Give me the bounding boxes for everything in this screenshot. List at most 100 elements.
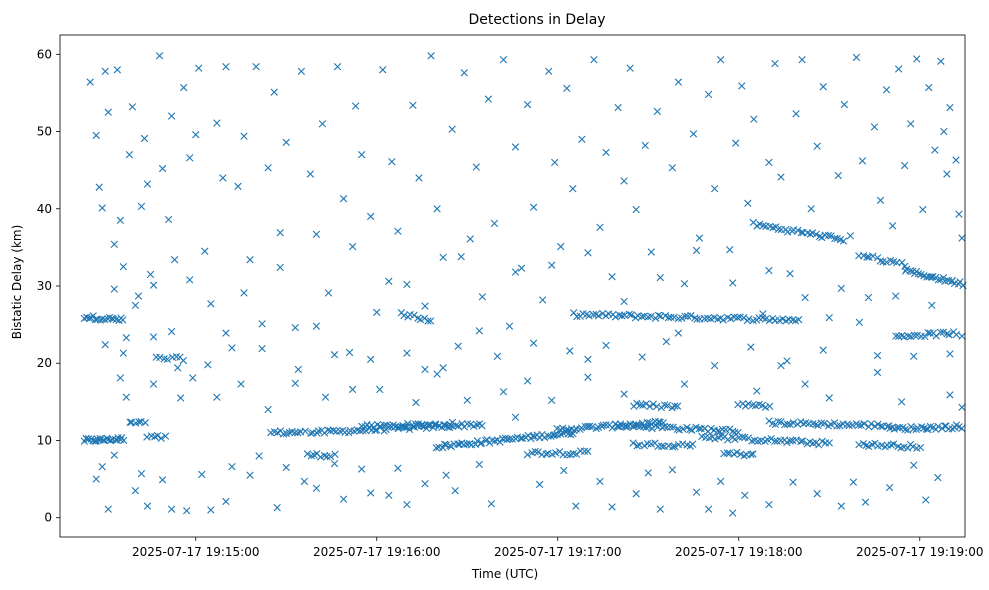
data-point-616	[922, 425, 931, 433]
data-point-584	[862, 441, 870, 450]
data-point-726	[324, 289, 333, 297]
data-point-933	[475, 327, 484, 335]
data-point-753	[505, 322, 514, 330]
data-point-346	[733, 313, 742, 322]
data-point-342	[719, 316, 727, 324]
data-point-319	[644, 313, 652, 321]
data-point-734	[379, 66, 387, 74]
data-point-949	[765, 266, 773, 275]
data-point-446	[723, 436, 732, 444]
data-point-762	[563, 84, 571, 92]
data-point-572	[869, 252, 877, 260]
data-point-808	[870, 123, 879, 131]
data-point-824	[955, 210, 963, 218]
x-tick-label-2: 2025-07-17 19:17:00	[494, 545, 621, 559]
data-point-737	[403, 280, 411, 289]
data-point-929	[403, 349, 411, 357]
data-point-727	[333, 62, 342, 71]
data-point-756	[523, 100, 532, 109]
data-point-744	[448, 125, 456, 133]
data-point-787	[732, 139, 740, 147]
data-point-781	[689, 130, 698, 138]
data-point-717	[264, 164, 272, 172]
data-point-713	[240, 132, 248, 140]
data-point-336	[700, 314, 709, 323]
data-point-157	[401, 423, 409, 432]
data-point-893	[741, 491, 749, 499]
data-point-887	[668, 466, 677, 474]
data-point-472	[809, 439, 817, 447]
data-point-747	[466, 235, 474, 243]
data-point-182	[426, 317, 435, 325]
data-point-518	[812, 230, 820, 239]
data-point-956	[891, 292, 900, 300]
data-point-448	[731, 435, 739, 444]
data-point-704	[192, 130, 200, 139]
data-point-867	[433, 370, 441, 378]
data-point-378	[671, 402, 679, 410]
data-point-381	[633, 442, 641, 450]
data-point-631	[892, 332, 900, 340]
data-point-325	[664, 313, 673, 322]
data-point-623	[941, 422, 949, 430]
y-tick-label-2: 20	[37, 356, 52, 370]
data-point-703	[186, 154, 194, 162]
data-point-546	[820, 419, 828, 427]
data-point-243	[542, 450, 550, 458]
data-point-652	[902, 265, 911, 273]
y-tick-label-3: 30	[37, 279, 52, 293]
data-point-843	[213, 393, 221, 401]
data-point-370	[642, 400, 650, 408]
data-point-75	[307, 452, 315, 460]
data-point-868	[442, 471, 450, 479]
data-point-47	[141, 419, 150, 427]
data-point-536	[789, 419, 798, 427]
data-point-917	[186, 276, 194, 284]
data-point-647	[943, 330, 951, 338]
data-point-834	[143, 502, 152, 510]
data-point-421	[686, 425, 694, 434]
data-point-372	[649, 400, 657, 408]
data-point-866	[421, 480, 429, 488]
data-point-835	[149, 380, 158, 388]
data-point-304	[594, 312, 603, 320]
data-point-28	[89, 312, 97, 320]
data-point-699	[167, 112, 176, 120]
data-point-513	[797, 228, 806, 237]
data-point-957	[910, 352, 918, 360]
data-point-940	[602, 341, 610, 350]
x-tick-label-0: 2025-07-17 19:15:00	[132, 545, 259, 559]
data-point-687	[122, 334, 131, 342]
data-point-959	[946, 350, 954, 358]
data-point-715	[252, 62, 260, 71]
data-point-741	[427, 52, 435, 60]
data-point-520	[818, 233, 826, 242]
data-point-273	[599, 421, 607, 429]
data-point-862	[385, 491, 393, 499]
data-point-322	[654, 311, 663, 319]
data-point-692	[140, 134, 149, 143]
data-point-848	[255, 452, 263, 460]
data-point-501	[759, 221, 767, 230]
data-point-57	[163, 355, 171, 363]
data-point-844	[222, 497, 230, 506]
data-point-635	[904, 332, 912, 340]
data-point-826	[92, 475, 100, 483]
data-point-411	[654, 423, 662, 431]
data-point-764	[578, 135, 586, 143]
data-point-665	[934, 276, 942, 284]
data-point-760	[551, 158, 559, 167]
data-point-337	[703, 314, 712, 322]
x-tick-label-3: 2025-07-17 19:18:00	[675, 545, 802, 559]
data-point-845	[228, 463, 236, 471]
data-point-771	[620, 177, 628, 185]
data-point-582	[855, 440, 863, 449]
data-point-778	[668, 164, 677, 172]
data-point-430	[714, 427, 722, 435]
data-point-776	[653, 107, 661, 116]
data-point-960	[958, 332, 966, 340]
data-point-41	[119, 316, 127, 324]
data-point-723	[306, 170, 315, 178]
y-tick-label-5: 50	[37, 125, 52, 139]
data-point-532	[777, 418, 785, 426]
